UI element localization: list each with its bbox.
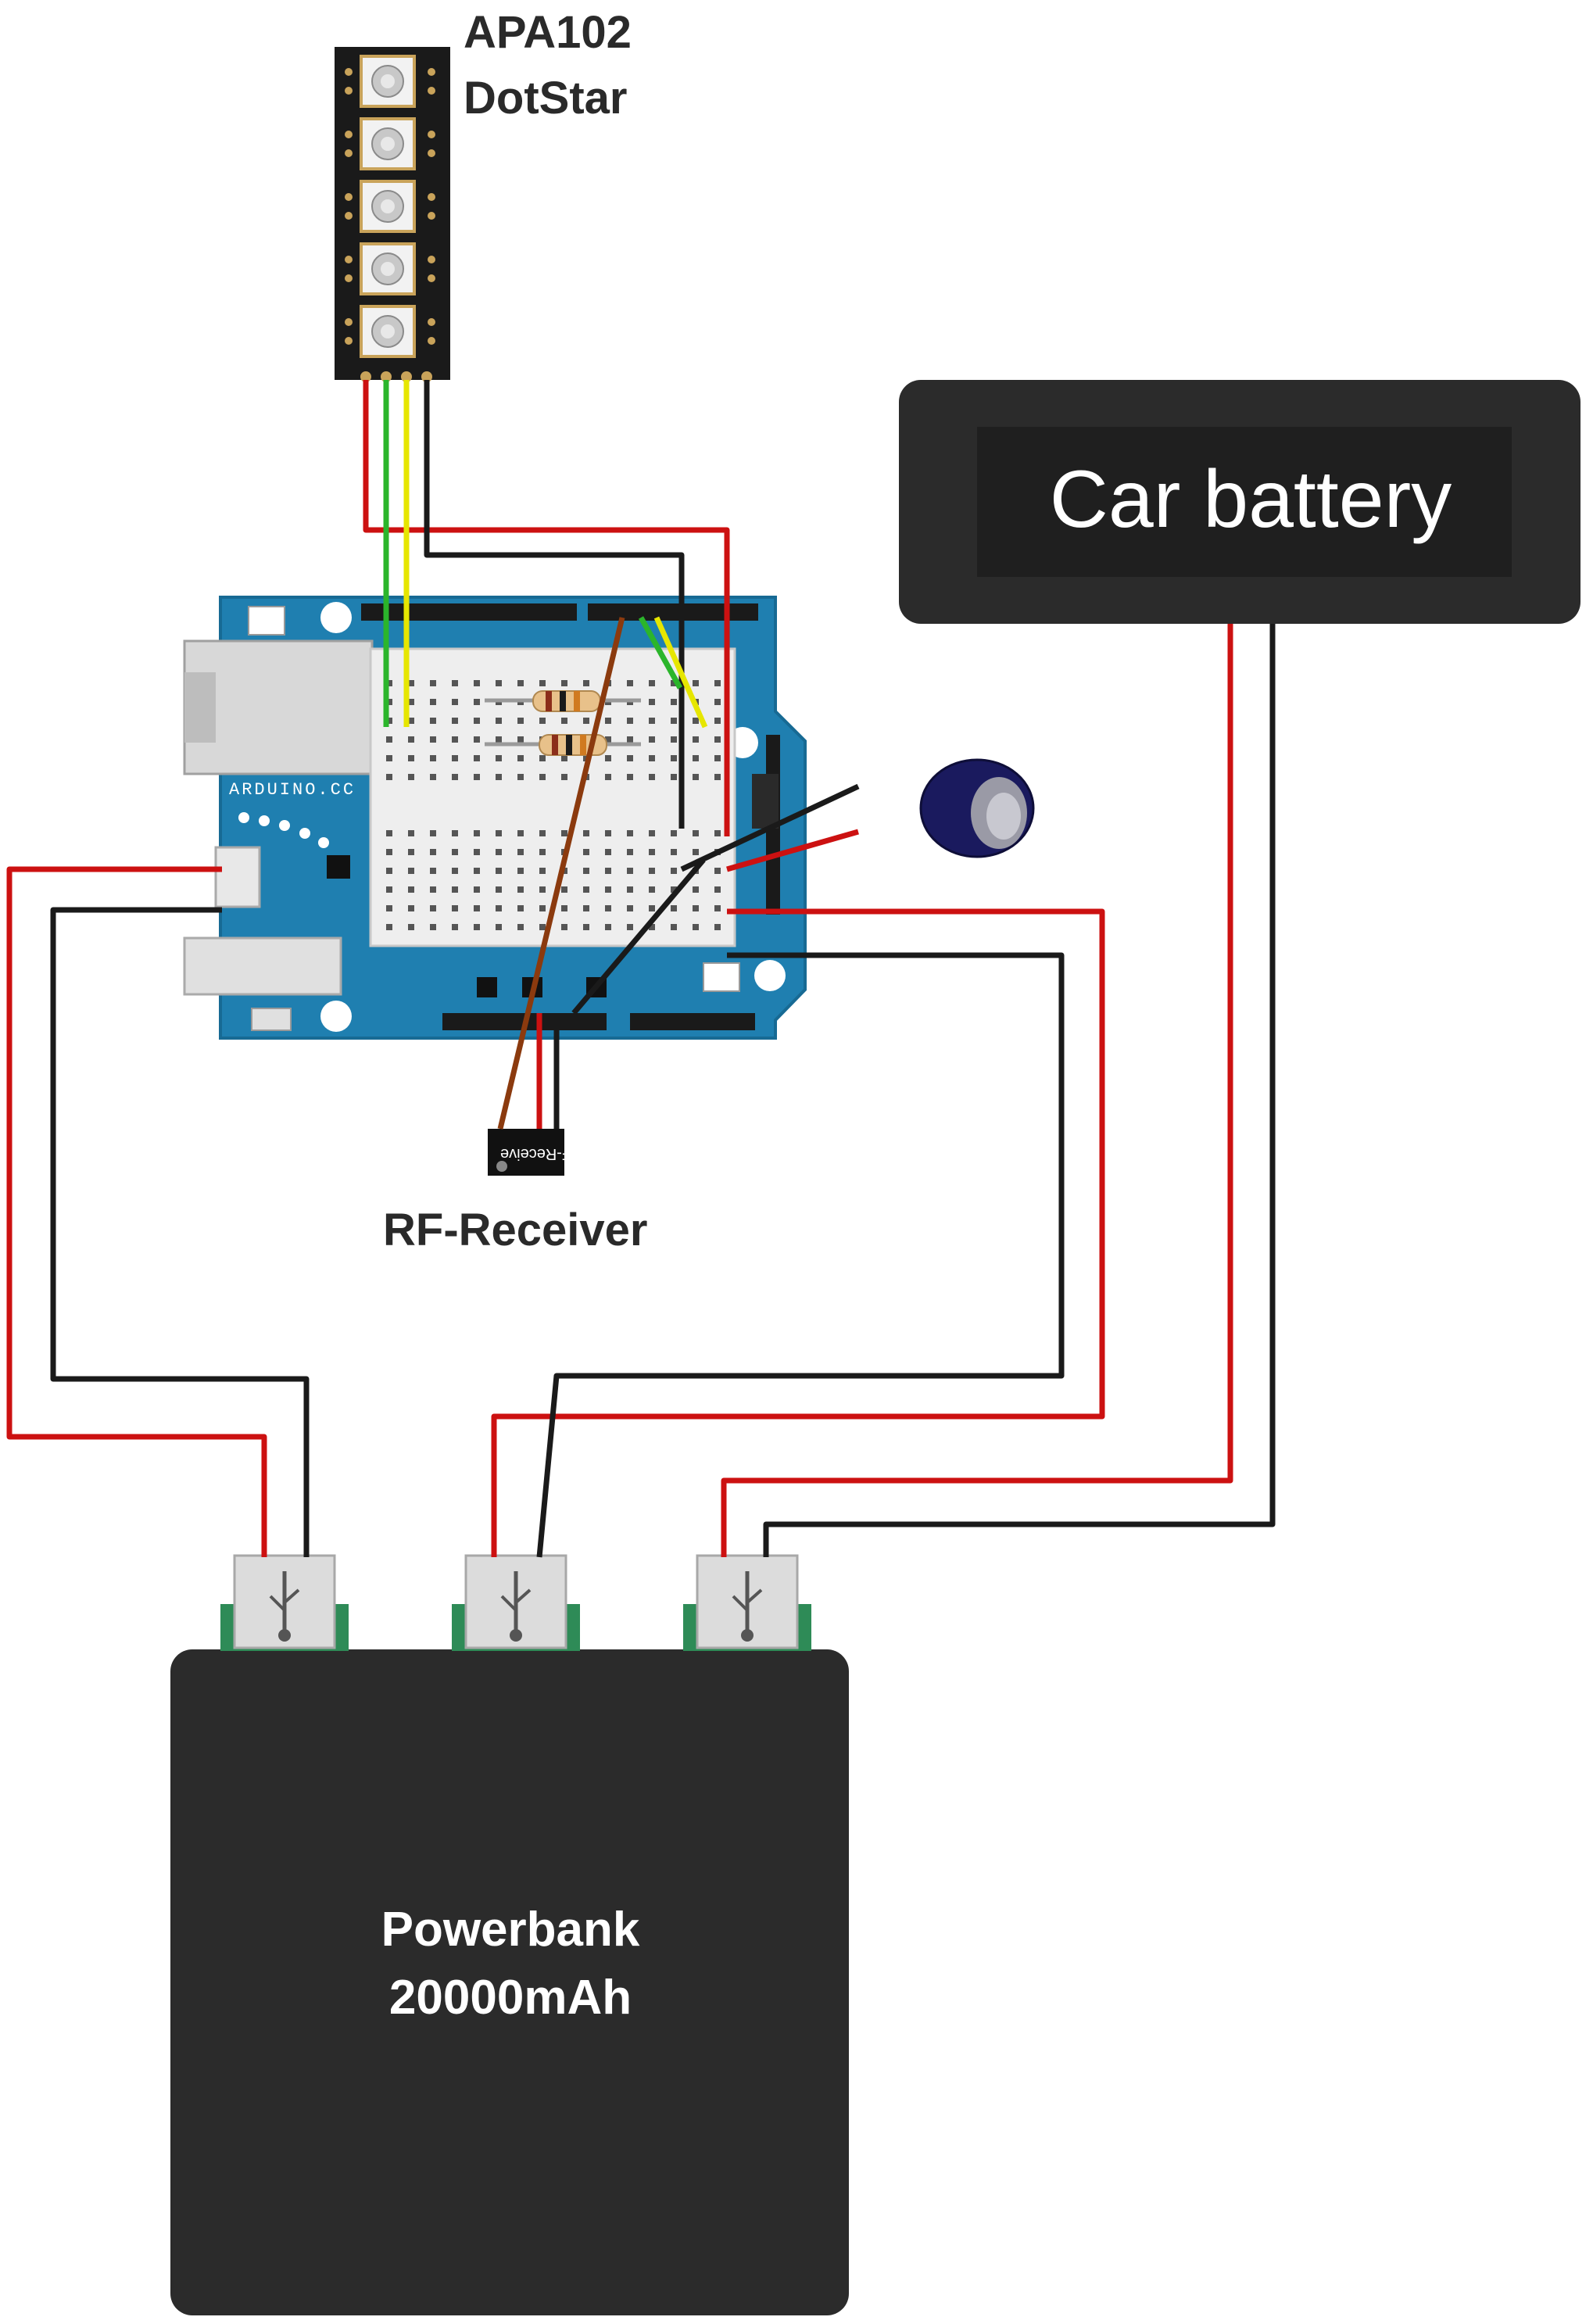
usb-plug xyxy=(452,1554,580,1651)
usb-plug xyxy=(683,1554,811,1651)
arduino-board xyxy=(183,596,807,1040)
wire-led-power xyxy=(363,380,730,836)
led-pixel xyxy=(345,305,435,358)
powerbank-label-line1: Powerbank xyxy=(381,1903,640,1957)
usb-connectors xyxy=(220,1554,811,1651)
led-pixel xyxy=(345,180,435,233)
icsp-header xyxy=(752,774,779,829)
wire-car-ground xyxy=(763,624,1276,1557)
wire-jumper-green xyxy=(638,616,683,689)
powerbank xyxy=(170,1649,849,2315)
yun-reset-button xyxy=(703,962,740,992)
wire-rf-ground-2 xyxy=(571,858,706,1015)
powerbank-label-line2: 20000mAh xyxy=(388,1971,632,2025)
wire-jumper-yellow xyxy=(653,616,708,729)
usb-plug xyxy=(220,1554,349,1651)
rf-receiver-label: RF-Receiver xyxy=(383,1205,648,1255)
capacitor xyxy=(919,758,1035,858)
board-silkscreen-label: ARDUINO.CC xyxy=(229,780,356,800)
wire-usb2-power xyxy=(491,908,1105,1557)
rf-chip-label: RF-Receive xyxy=(500,1145,583,1162)
usb-a-port xyxy=(183,936,342,996)
led-pixel xyxy=(345,117,435,170)
wire-usb1-power xyxy=(6,866,267,1557)
wan-reset-button xyxy=(251,1008,292,1031)
led-strip xyxy=(335,47,450,382)
wire-cap-negative xyxy=(680,783,860,872)
wire-led-ground xyxy=(424,380,685,829)
wires xyxy=(6,380,1276,1558)
led-pixel xyxy=(345,55,435,108)
led-pixel xyxy=(345,242,435,295)
analog-header xyxy=(630,1013,755,1030)
wire-usb1-ground xyxy=(50,907,310,1557)
reset-button xyxy=(248,606,285,636)
led-strip-label-line1: APA102 xyxy=(464,7,632,58)
wire-rf-signal xyxy=(497,617,625,1130)
resistor-1 xyxy=(485,690,641,712)
rf-receiver-module xyxy=(488,1129,564,1176)
micro-usb-port xyxy=(214,846,261,908)
wire-cap-positive xyxy=(726,829,859,872)
led-strip-label-line2: DotStar xyxy=(464,73,628,124)
digital-header-left xyxy=(361,603,577,621)
wire-usb2-ground xyxy=(536,952,1065,1558)
car-battery-label: Car battery xyxy=(1049,454,1452,545)
wire-car-power xyxy=(721,624,1233,1557)
digital-header-right xyxy=(588,603,758,621)
car-battery xyxy=(899,380,1580,624)
